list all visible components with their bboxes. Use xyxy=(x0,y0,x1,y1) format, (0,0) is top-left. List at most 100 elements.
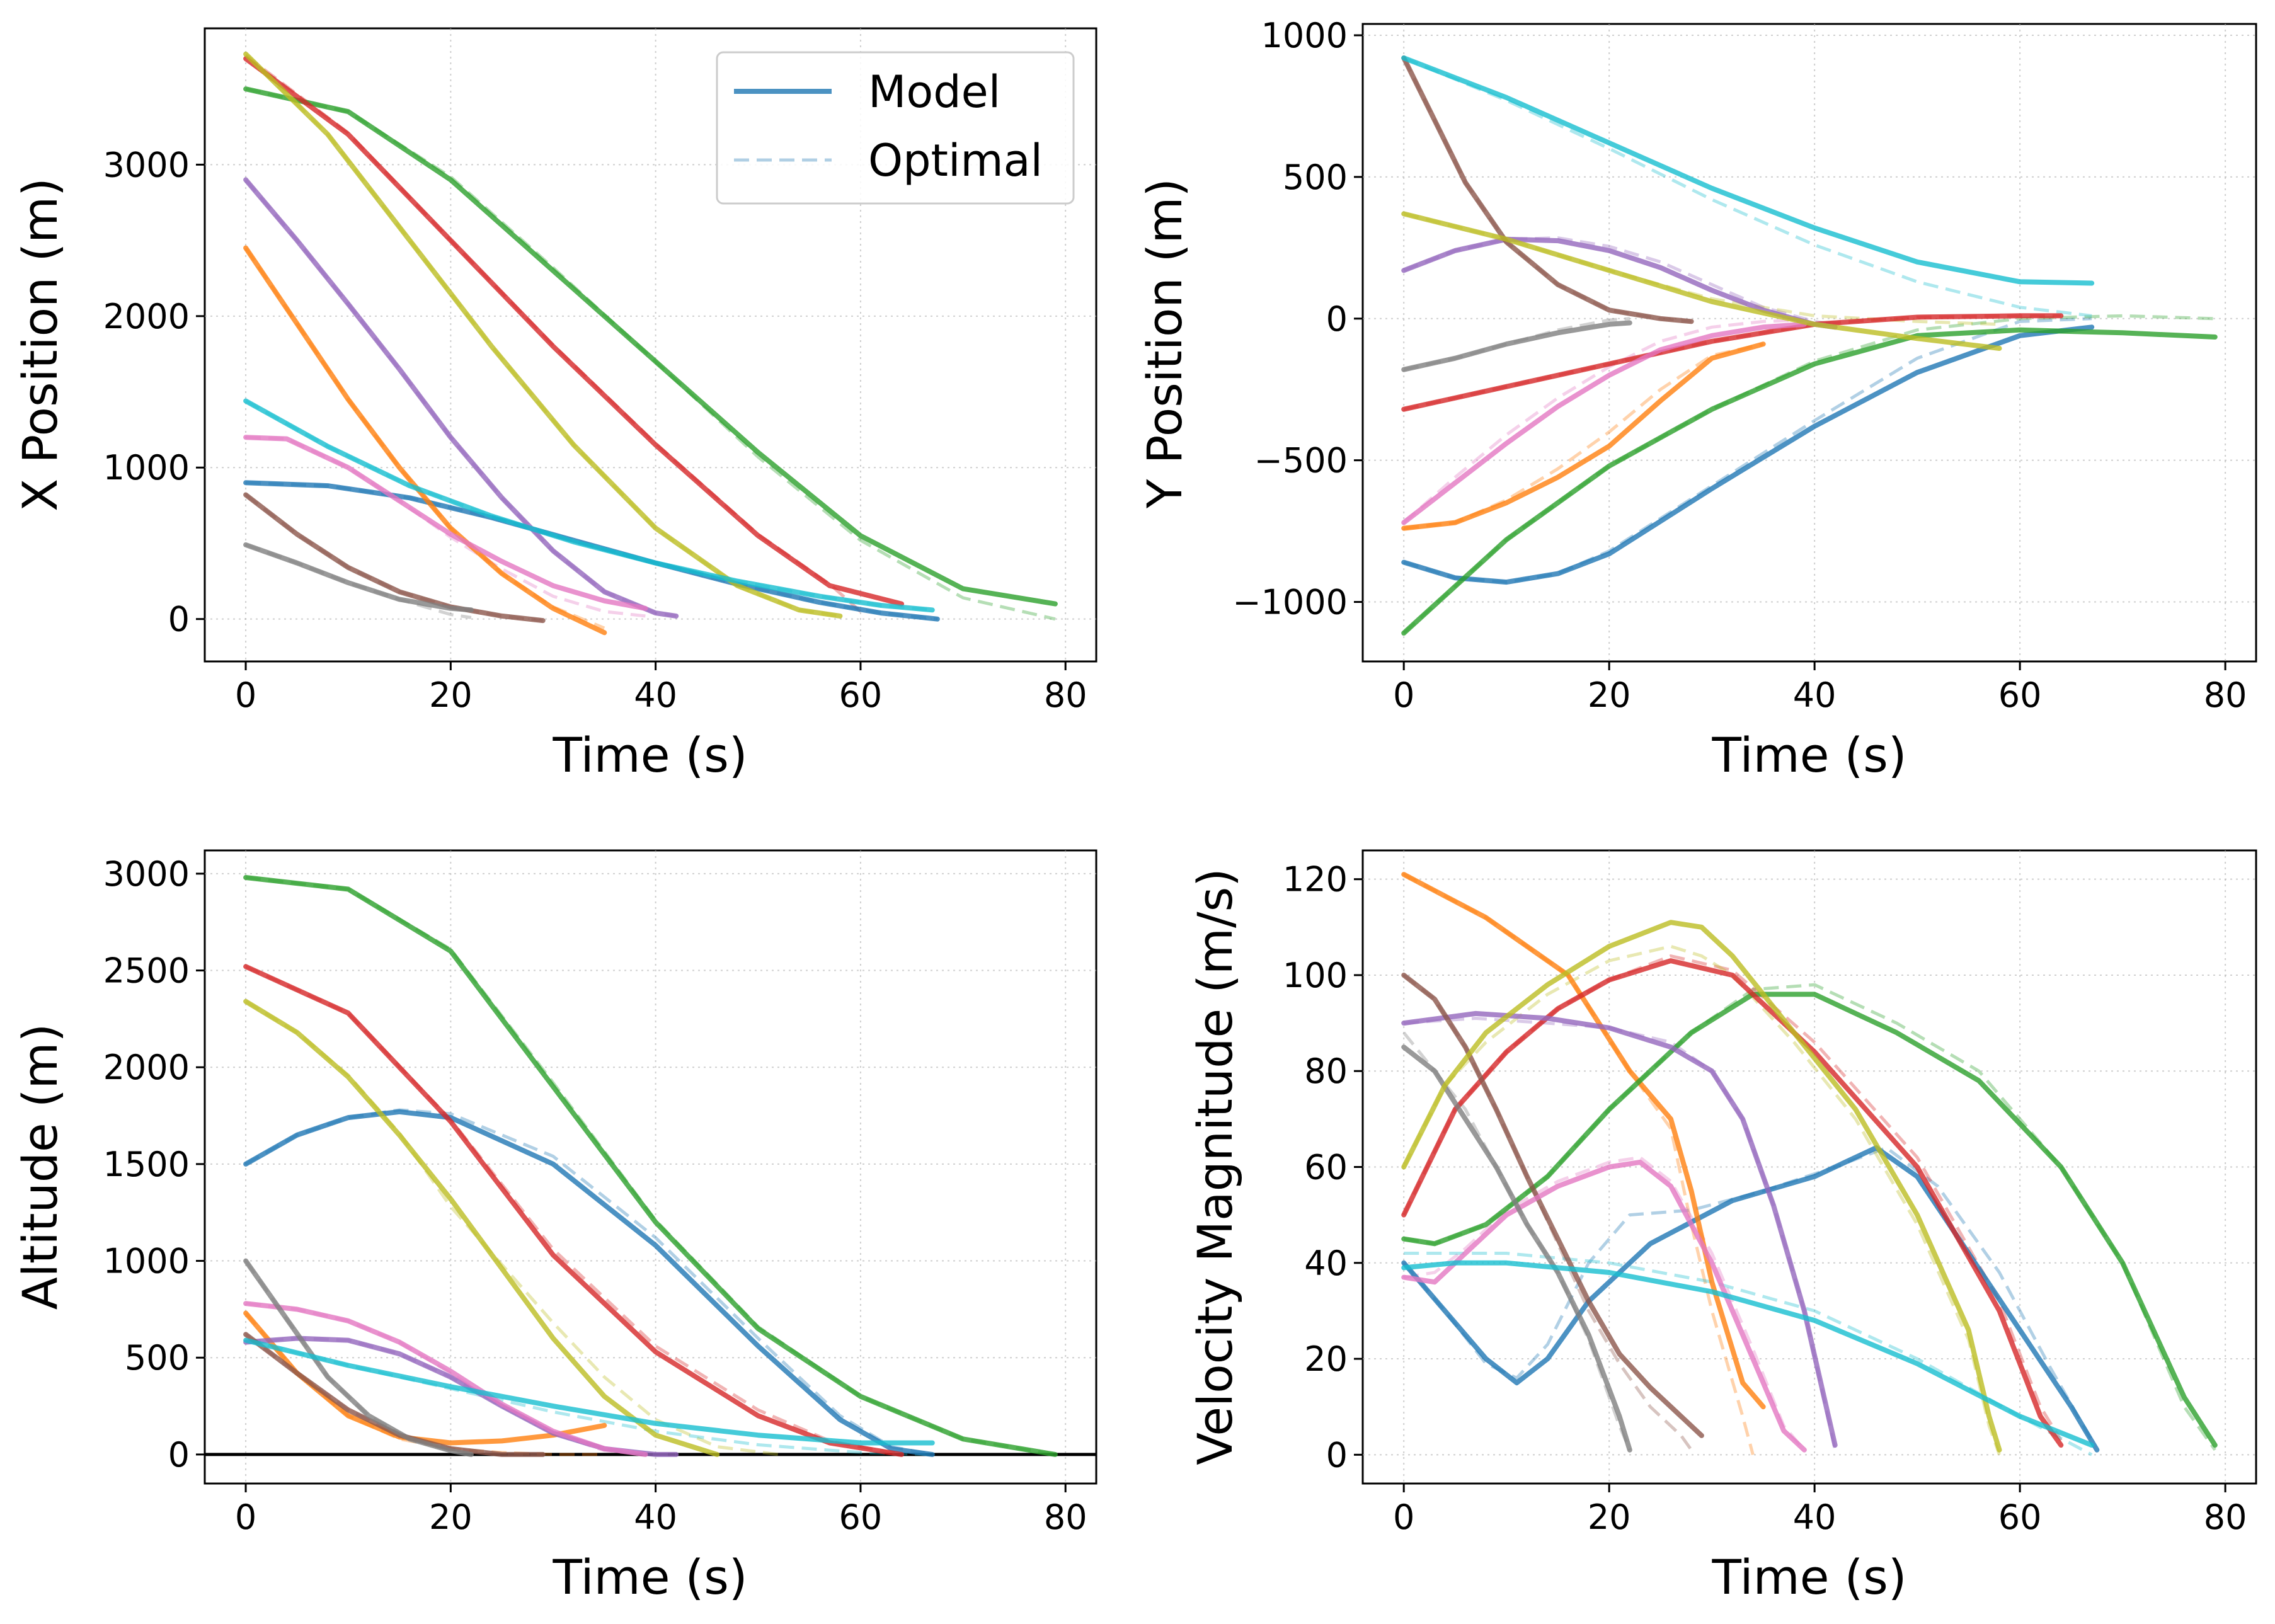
vel-model-series-6 xyxy=(1401,1159,1807,1453)
panel-velocity: 0 20 40 60 80 0 20 40 60 80 100 120 Time (s) Veloci… xyxy=(1187,849,2257,1605)
vel-model-series-4 xyxy=(1401,1010,1838,1448)
alt-model-series-2 xyxy=(243,875,1058,1457)
y-ytick-label-4: 1000 xyxy=(1261,16,1348,55)
vel-xtick-label-2: 40 xyxy=(1793,1497,1837,1537)
x-ytick-label-0: 0 xyxy=(168,600,190,639)
x-xtick-label-1: 20 xyxy=(429,675,473,715)
vel-ytick-label-1: 20 xyxy=(1304,1339,1348,1379)
vel-ytick-label-2: 40 xyxy=(1304,1244,1348,1283)
y-ytick-label-0: −1000 xyxy=(1232,583,1348,622)
vel-ytick-label-4: 80 xyxy=(1304,1051,1348,1091)
plot-frame-alt xyxy=(203,849,1097,1485)
panel-altitude: 0 20 40 60 80 0 500 1000 1500 2000 2500 3000 Time (… xyxy=(12,849,1097,1605)
alt-ytick-label-5: 2500 xyxy=(103,951,190,991)
alt-ytick-label-6: 3000 xyxy=(103,854,190,894)
vel-optimal-series-4 xyxy=(1404,1017,1837,1451)
vel-optimal-series-8 xyxy=(1402,944,2001,1456)
x-model-series-9 xyxy=(243,398,935,613)
y-axis-label-ypos: Y Position (m) xyxy=(1137,178,1193,509)
vel-model-series-7 xyxy=(1401,1044,1632,1453)
y-model-series-0 xyxy=(1401,324,2095,585)
series-x xyxy=(243,51,1058,636)
y-xtick-label-4: 80 xyxy=(2204,675,2247,715)
x-axis-label-ypos: Time (s) xyxy=(1711,727,1906,783)
ticks-alt: 0 20 40 60 80 0 500 1000 1500 2000 2500 3000 xyxy=(103,854,1087,1537)
y-xtick-label-3: 60 xyxy=(1998,675,2042,715)
vel-ytick-label-0: 0 xyxy=(1326,1435,1348,1475)
vel-xtick-label-0: 0 xyxy=(1393,1497,1414,1537)
x-ytick-label-3: 3000 xyxy=(103,145,190,185)
vel-optimal-series-6 xyxy=(1403,1155,1806,1451)
vel-xtick-label-4: 80 xyxy=(2204,1497,2247,1537)
legend: Model Optimal xyxy=(716,51,1075,205)
alt-xtick-label-0: 0 xyxy=(235,1497,256,1537)
y-ytick-label-1: −500 xyxy=(1254,441,1348,481)
y-axis-label-xpos: X Position (m) xyxy=(12,178,68,512)
vel-model-series-8 xyxy=(1401,920,2002,1453)
vel-model-series-1 xyxy=(1401,872,1766,1410)
x-model-series-6 xyxy=(243,435,648,611)
ticks-y: 0 20 40 60 80 −1000 −500 0 500 1000 xyxy=(1232,16,2247,715)
panel-y-position: 0 20 40 60 80 −1000 −500 0 500 1000 Time (s) Y Po… xyxy=(1137,16,2257,783)
x-xtick-label-4: 80 xyxy=(1044,675,1087,715)
x-model-series-3 xyxy=(243,56,904,607)
y-model-series-6 xyxy=(1401,321,1807,525)
legend-optimal-label: Optimal xyxy=(868,135,1043,186)
y-model-series-8 xyxy=(1401,211,2002,351)
alt-model-series-0 xyxy=(243,1109,935,1457)
y-optimal-series-7 xyxy=(1403,317,1630,372)
vel-model-series-5 xyxy=(1401,973,1704,1438)
alt-model-series-7 xyxy=(243,1258,474,1457)
x-model-series-7 xyxy=(243,542,474,613)
vel-model-series-9 xyxy=(1401,1260,2095,1448)
vel-model-series-0 xyxy=(1401,1145,2100,1453)
y-optimal-series-1 xyxy=(1403,342,1764,530)
y-model-series-2 xyxy=(1401,327,2218,636)
x-model-series-4 xyxy=(243,177,679,619)
series-vel xyxy=(1401,872,2218,1456)
y-xtick-label-2: 40 xyxy=(1793,675,1837,715)
x-ytick-label-2: 2000 xyxy=(103,297,190,336)
alt-ytick-label-4: 2000 xyxy=(103,1048,190,1087)
x-model-series-1 xyxy=(243,245,607,636)
x-model-series-8 xyxy=(243,51,843,619)
x-axis-label-vel: Time (s) xyxy=(1711,1549,1906,1605)
y-ytick-label-2: 0 xyxy=(1326,299,1348,339)
vel-model-series-2 xyxy=(1401,992,2218,1448)
legend-model-label: Model xyxy=(868,66,1000,118)
x-xtick-label-3: 60 xyxy=(839,675,883,715)
vel-xtick-label-3: 60 xyxy=(1998,1497,2042,1537)
vel-optimal-series-9 xyxy=(1404,1252,2093,1456)
y-optimal-series-9 xyxy=(1403,56,2092,317)
plot-frame-x xyxy=(203,27,1097,663)
alt-ytick-label-0: 0 xyxy=(168,1435,190,1475)
y-optimal-series-2 xyxy=(1402,314,2215,634)
x-model-series-2 xyxy=(243,86,1058,607)
y-optimal-series-0 xyxy=(1403,317,2092,584)
vel-ytick-label-3: 60 xyxy=(1304,1148,1348,1187)
y-model-series-1 xyxy=(1401,341,1766,531)
vel-ytick-label-6: 120 xyxy=(1283,860,1348,900)
y-optimal-series-6 xyxy=(1402,318,1804,524)
x-xtick-label-0: 0 xyxy=(235,675,256,715)
vel-ytick-label-5: 100 xyxy=(1283,956,1348,995)
y-model-series-5 xyxy=(1401,55,1694,324)
y-model-series-3 xyxy=(1401,313,2064,412)
alt-ytick-label-2: 1000 xyxy=(103,1242,190,1281)
ticks-vel: 0 20 40 60 80 0 20 40 60 80 100 120 xyxy=(1283,860,2247,1537)
x-xtick-label-2: 40 xyxy=(634,675,677,715)
alt-optimal-series-0 xyxy=(244,1108,933,1456)
alt-xtick-label-1: 20 xyxy=(429,1497,473,1537)
y-model-series-9 xyxy=(1401,55,2095,286)
y-xtick-label-1: 20 xyxy=(1588,675,1631,715)
x-axis-label-xpos: Time (s) xyxy=(552,727,747,783)
alt-xtick-label-2: 40 xyxy=(634,1497,677,1537)
panel-x-position: 0 20 40 60 80 0 1000 2000 3000 Time (s) X Positi… xyxy=(12,27,1097,783)
x-model-series-5 xyxy=(243,492,546,624)
x-ytick-label-1: 1000 xyxy=(103,448,190,488)
ticks-x: 0 20 40 60 80 0 1000 2000 3000 xyxy=(103,145,1087,715)
alt-xtick-label-3: 60 xyxy=(839,1497,883,1537)
alt-model-series-9 xyxy=(243,1337,935,1446)
plot-frame-y xyxy=(1361,23,2257,663)
